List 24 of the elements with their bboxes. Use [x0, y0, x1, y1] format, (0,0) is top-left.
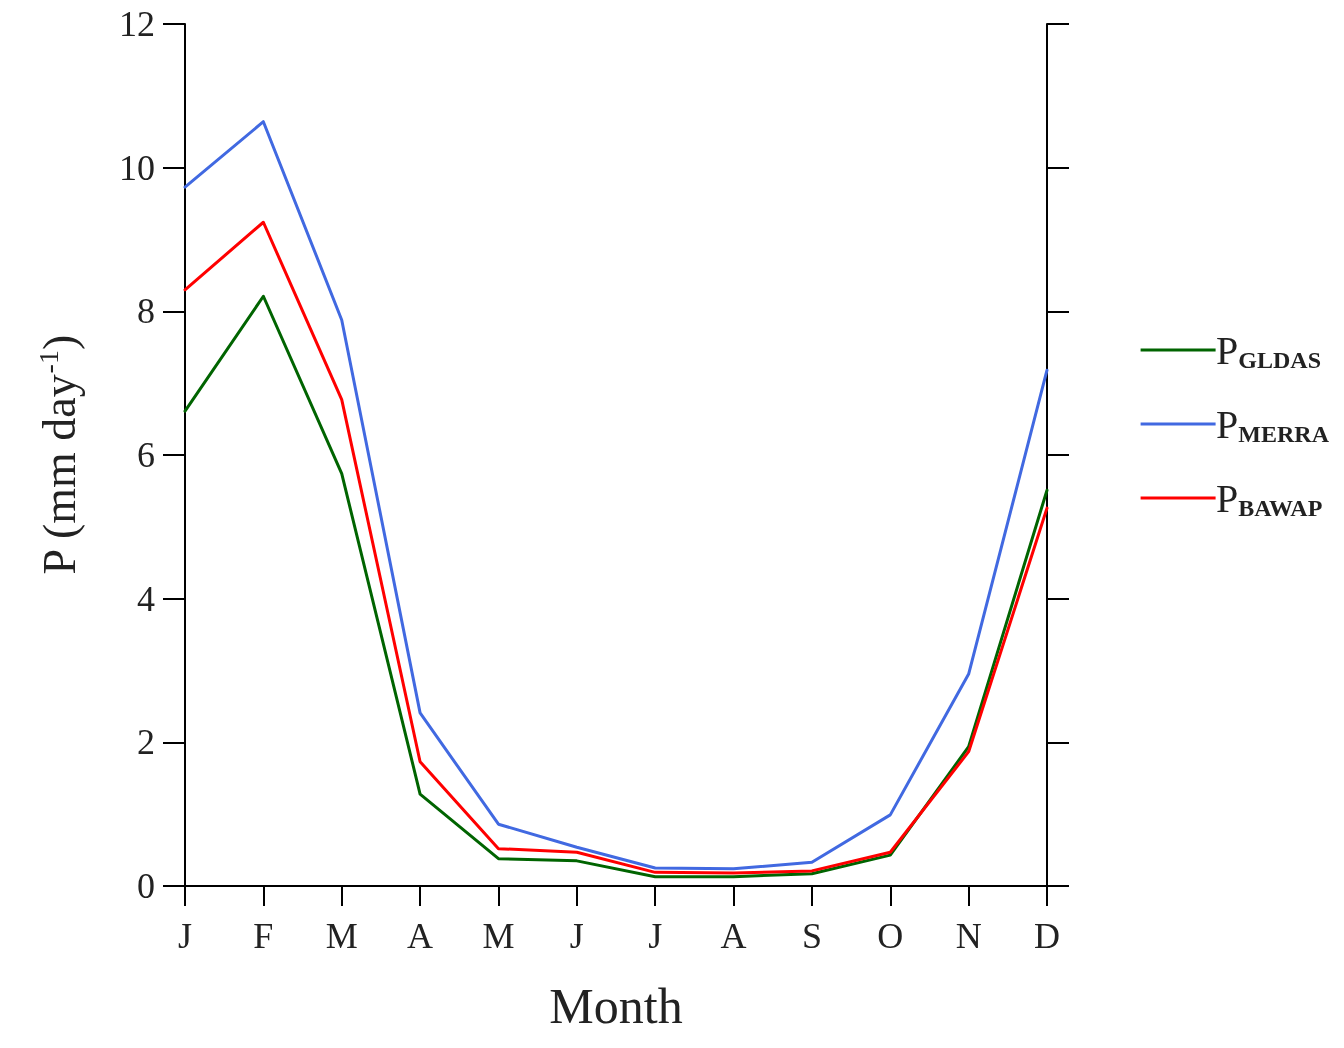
x-tick-label: J	[569, 916, 584, 956]
x-tick-label: S	[801, 916, 822, 956]
x-tick-label: M	[325, 916, 358, 956]
x-axis-title: Month	[549, 978, 683, 1034]
x-tick-label: J	[648, 916, 663, 956]
y-tick-label: 4	[137, 578, 155, 619]
legend-label: PGLDAS	[1216, 327, 1322, 373]
y-axis-title: P (mm day-1)	[32, 334, 85, 575]
legend-label: PMERRA	[1216, 401, 1330, 447]
x-tick-label: A	[407, 916, 434, 956]
x-tick-label: N	[955, 916, 982, 956]
x-tick-label: F	[253, 916, 274, 956]
y-tick-label: 8	[137, 291, 155, 332]
x-tick-label: D	[1034, 916, 1060, 956]
y-tick-label: 10	[119, 147, 155, 188]
y-tick-label: 12	[119, 4, 155, 44]
y-tick-label: 2	[137, 722, 155, 763]
x-tick-label: J	[177, 916, 193, 956]
y-tick-label: 0	[137, 866, 155, 906]
x-tick-label: A	[720, 916, 747, 956]
x-tick-label: M	[482, 916, 515, 956]
x-tick-label: O	[877, 916, 904, 956]
legend-label: PBAWAP	[1216, 475, 1323, 521]
y-tick-label: 6	[137, 435, 155, 475]
